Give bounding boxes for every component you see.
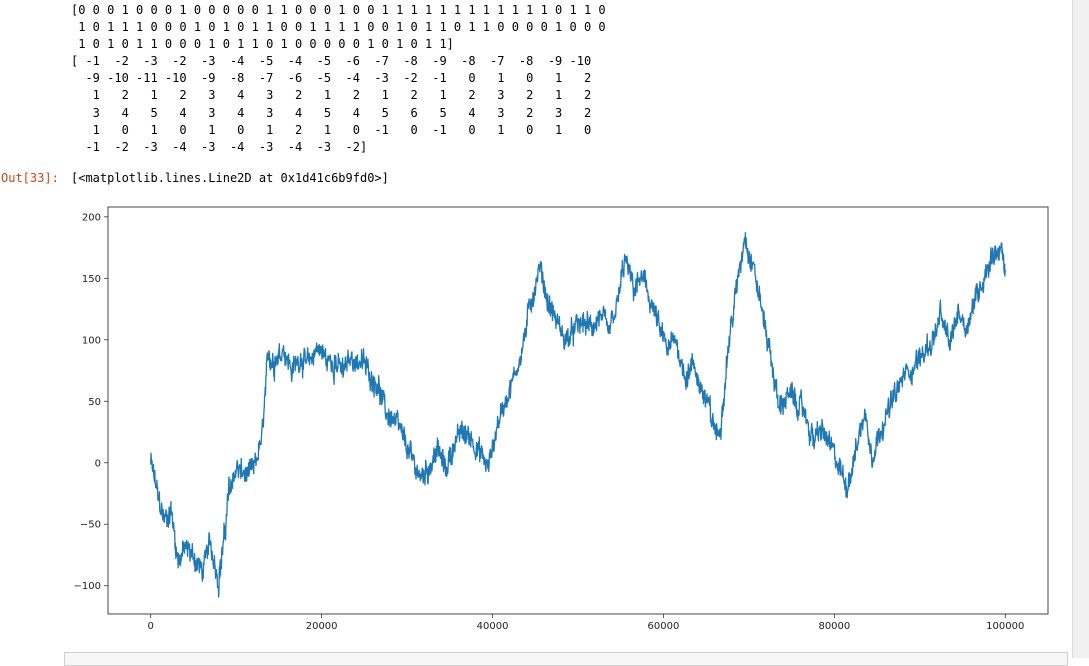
x-tick-label: 100000 [986, 621, 1024, 632]
y-tick-label: 150 [82, 274, 101, 285]
next-code-cell[interactable] [64, 652, 1068, 666]
output-prompt: Out[33]: [1, 171, 59, 185]
stdout-line: 3 4 5 4 3 4 3 4 5 4 5 6 5 4 3 2 3 2 [92, 105, 592, 120]
y-tick-label: −100 [74, 581, 101, 592]
stdout-line: 1 0 1 1 1 0 0 0 1 0 1 0 1 1 0 0 1 1 1 1 … [78, 20, 606, 35]
y-tick-label: 200 [82, 212, 101, 223]
line-plot: 0 20000 40000 60000 80000 100000 −100 −50 0 50 100… [74, 206, 1049, 632]
stdout-line: [ -1 -2 -3 -2 -3 -4 -5 -4 -5 -6 -7 -8 -9… [71, 54, 592, 69]
stdout-line: 1 0 1 0 1 0 1 2 1 0 -1 0 -1 0 1 0 1 0 [92, 122, 592, 137]
stdout-line: 1 0 1 0 1 1 0 0 0 1 0 1 1 0 1 0 0 0 0 0 … [78, 37, 454, 52]
x-tick-label: 0 [148, 621, 154, 632]
page-scrollbar[interactable] [1072, 0, 1089, 658]
x-tick-label: 40000 [477, 621, 509, 632]
x-tick-label: 80000 [818, 621, 850, 632]
stdout-output: [0 0 0 1 0 0 0 1 0 0 0 0 0 1 1 0 0 0 1 0… [71, 2, 606, 156]
x-tick-label: 60000 [648, 621, 680, 632]
stdout-line: -9 -10 -11 -10 -9 -8 -7 -6 -5 -4 -3 -2 -… [85, 71, 592, 86]
y-tick-label: −50 [80, 520, 101, 531]
y-tick-label: 50 [88, 397, 101, 408]
stdout-line: 1 2 1 2 3 4 3 2 1 2 1 2 1 2 3 2 1 2 [92, 88, 592, 103]
x-tick-label: 20000 [306, 621, 338, 632]
series-line [150, 231, 1006, 598]
output-repr: [<matplotlib.lines.Line2D at 0x1d41c6b9f… [71, 171, 389, 185]
stdout-line: -1 -2 -3 -4 -3 -4 -3 -4 -3 -2] [71, 139, 368, 154]
y-tick-label: 0 [95, 458, 101, 469]
y-tick-label: 100 [82, 335, 101, 346]
plot-frame [107, 206, 1049, 615]
stdout-line: [0 0 0 1 0 0 0 1 0 0 0 0 0 1 1 0 0 0 1 0… [71, 3, 606, 17]
